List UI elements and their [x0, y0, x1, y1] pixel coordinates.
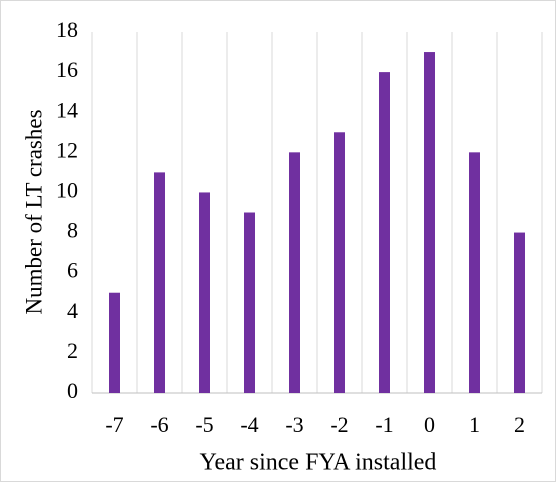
y-tick-label: 14	[56, 97, 78, 122]
bar	[379, 72, 390, 393]
bar	[334, 132, 345, 393]
x-tick-label: -7	[105, 412, 123, 437]
bar	[109, 292, 120, 393]
y-tick-label: 2	[67, 338, 78, 363]
x-tick-label: -1	[375, 412, 393, 437]
y-tick-label: 18	[56, 17, 78, 42]
bar	[469, 152, 480, 393]
y-tick-label: 12	[56, 137, 78, 162]
x-tick-label: 2	[514, 412, 525, 437]
x-tick-label: 1	[469, 412, 480, 437]
x-tick-label: -5	[195, 412, 213, 437]
x-tick-label: -2	[330, 412, 348, 437]
y-tick-label: 8	[67, 218, 78, 243]
bar	[199, 192, 210, 393]
x-tick-label: -4	[240, 412, 258, 437]
x-tick-label: -3	[285, 412, 303, 437]
x-tick-label: -6	[150, 412, 168, 437]
x-axis-label: Year since FYA installed	[200, 450, 437, 476]
y-tick-label: 6	[67, 258, 78, 283]
y-tick-label: 16	[56, 57, 78, 82]
bar	[154, 172, 165, 393]
bar	[424, 52, 435, 394]
bar	[514, 232, 525, 393]
y-tick-label: 10	[56, 177, 78, 202]
y-tick-label: 0	[67, 378, 78, 403]
y-tick-label: 4	[67, 298, 78, 323]
bar	[244, 212, 255, 393]
bar	[289, 152, 300, 393]
x-tick-label: 0	[424, 412, 435, 437]
y-axis-label: Number of LT crashes	[21, 109, 46, 314]
